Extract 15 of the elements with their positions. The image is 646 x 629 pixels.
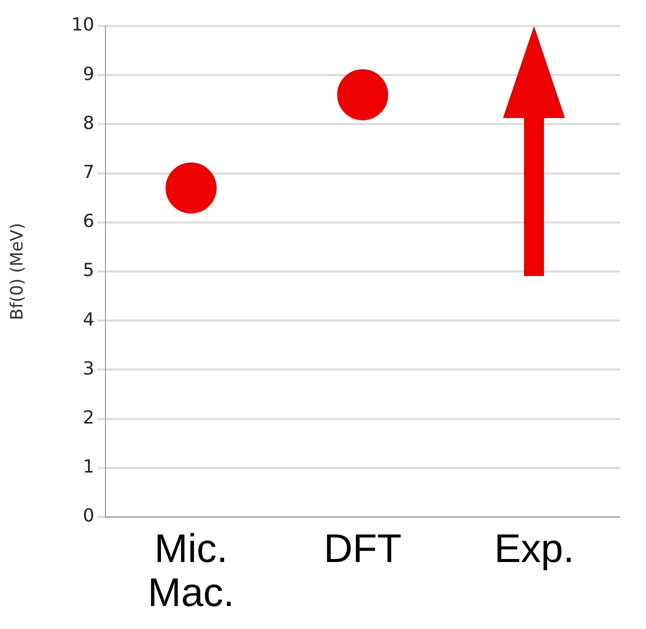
y-tick-label: 8 [82,112,94,134]
y-tick-label: 2 [82,407,94,428]
x-tick-label: DFT [324,527,402,572]
y-tick-label: 4 [82,309,94,330]
y-tick-label: 5 [82,260,94,282]
x-tick-label: Mic. Mac. [148,527,234,616]
y-tick-label: 6 [82,211,94,232]
x-tick-label: Exp. [494,527,574,572]
y-tick-label: 9 [82,64,94,85]
y-tick-label: 0 [82,506,94,527]
y-tick-label: 10 [71,14,94,36]
y-tick-label: 7 [82,162,94,183]
y-tick-label: 1 [82,456,94,478]
y-tick-label: 3 [82,358,94,380]
y-axis-title: Bf(0) (MeV) [8,222,28,320]
